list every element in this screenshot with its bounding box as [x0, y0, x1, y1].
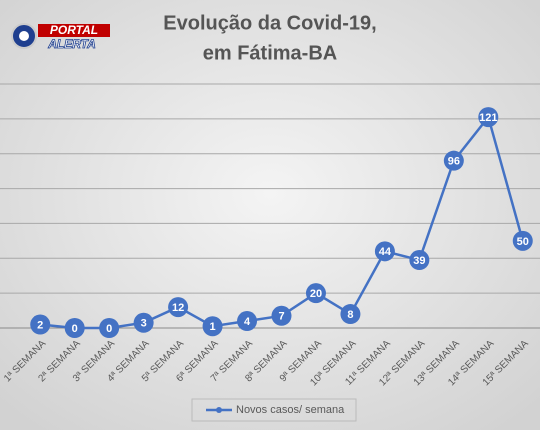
- data-label: 8: [347, 309, 353, 321]
- chart-title: em Fátima-BA: [203, 42, 337, 64]
- data-label: 7: [278, 311, 284, 323]
- data-label: 0: [72, 323, 78, 335]
- logo-text: ALERTA: [47, 37, 96, 51]
- data-label: 4: [244, 316, 251, 328]
- data-label: 2: [37, 319, 43, 331]
- marker: [202, 316, 223, 337]
- data-label: 3: [141, 318, 147, 330]
- logo: PORTAL ALERTA: [11, 23, 110, 52]
- marker: [374, 241, 395, 262]
- marker: [478, 107, 499, 128]
- data-label: 44: [379, 246, 392, 258]
- chart-title: Evolução da Covid-19,: [163, 12, 376, 34]
- legend-swatch: [216, 407, 222, 413]
- data-label: 50: [517, 236, 529, 248]
- legend-label: Novos casos/ semana: [236, 404, 345, 416]
- marker: [237, 311, 258, 332]
- marker: [305, 283, 326, 304]
- logo-text: PORTAL: [50, 23, 98, 37]
- marker: [168, 297, 189, 318]
- legend-box: [191, 398, 357, 422]
- data-label: 39: [413, 255, 425, 267]
- logo-icon: [19, 31, 29, 41]
- marker: [443, 150, 464, 171]
- marker: [409, 250, 430, 271]
- marker: [271, 305, 292, 326]
- marker: [133, 312, 154, 333]
- marker: [340, 304, 361, 325]
- marker: [64, 318, 85, 338]
- logo-band: [38, 24, 110, 37]
- marker: [30, 314, 51, 335]
- data-label: 121: [479, 112, 497, 124]
- marker: [512, 230, 533, 251]
- data-label: 20: [310, 288, 322, 300]
- data-label: 0: [106, 323, 112, 335]
- data-label: 12: [172, 302, 184, 314]
- marker: [99, 318, 120, 338]
- data-label: 1: [210, 321, 216, 333]
- data-label: 96: [448, 156, 460, 168]
